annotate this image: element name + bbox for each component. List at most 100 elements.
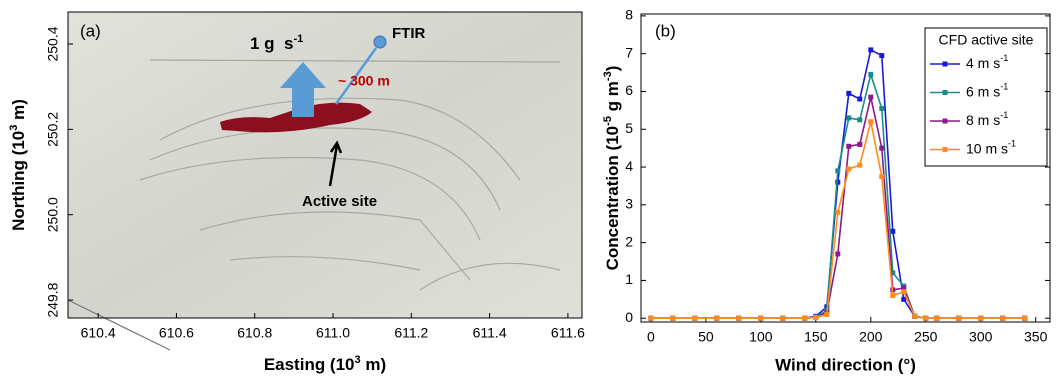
source-label: Active site [302,193,377,210]
legend-name: 8 m s [966,112,1000,128]
x-tick-label: 150 [804,329,828,345]
x-axis-label: Easting (103 m) [264,354,386,375]
label-part: Easting (10 [264,355,355,374]
label-part: m) [361,355,387,374]
label-part: Northing (10 [9,131,28,231]
legend-marker [943,119,948,124]
panel-label: (b) [655,21,676,40]
y-tick-label: 249.8 [45,282,61,317]
data-point [1022,316,1027,321]
data-point [956,316,961,321]
x-axis-label: Wind direction (°) [775,355,916,374]
ftir-marker [374,36,386,48]
legend-name: 10 m s [966,140,1008,156]
x-tick-label: 100 [749,329,773,345]
x-tick-label: 611.2 [394,325,428,341]
data-point [879,106,884,111]
data-point [835,210,840,215]
data-point [736,316,741,321]
x-tick-label: 611.4 [473,325,507,341]
data-point [813,315,818,320]
data-point [714,316,719,321]
label-part: m) [9,99,28,125]
x-tick-label: 200 [859,329,883,345]
superscript: -1 [293,33,303,45]
data-point [824,312,829,317]
data-point [648,316,653,321]
data-point [758,316,763,321]
data-point [879,174,884,179]
data-point [868,119,873,124]
data-point [857,142,862,147]
y-tick-label: 5 [625,120,633,136]
data-point [835,168,840,173]
y-tick-label: 4 [625,158,633,174]
label-part: 1 g s [250,34,293,53]
y-tick-label: 3 [625,196,633,212]
x-tick-label: 0 [647,329,655,345]
legend-marker [943,62,948,67]
data-point [923,316,928,321]
x-tick-label: 610.8 [237,325,272,341]
data-point [912,314,917,319]
y-tick-label: 250.2 [45,112,61,147]
x-tick-label: 50 [698,329,714,345]
data-point [901,289,906,294]
data-point [846,91,851,96]
x-tick-label: 611.0 [316,325,350,341]
data-point [857,97,862,102]
legend-marker [943,90,948,95]
data-point [890,229,895,234]
superscript: -1 [1000,53,1008,63]
y-tick-label: 250.0 [45,197,61,232]
superscript: -3 [602,71,614,81]
y-axis-label: Concentration (10-5 g m-3) [602,66,623,271]
legend-title: CFD active site [939,32,1034,48]
panel-label: (a) [80,21,101,40]
data-point [879,146,884,151]
data-point [868,72,873,77]
label-part: g m [603,81,622,116]
data-point [934,316,939,321]
x-tick-label: 250 [914,329,938,345]
y-tick-label: 250.4 [45,26,61,61]
x-tick-label: 610.4 [81,325,116,341]
data-point [978,316,983,321]
y-tick-label: 6 [625,82,633,98]
y-tick-label: 2 [625,233,633,249]
legend-name: 6 m s [966,83,1000,99]
y-tick-label: 7 [625,44,633,60]
terrain-image [68,12,582,318]
superscript: -1 [1000,110,1008,120]
superscript: -5 [602,116,614,126]
data-point [890,293,895,298]
y-tick-label: 0 [625,309,633,325]
x-tick-label: 350 [1024,329,1048,345]
data-point [846,144,851,149]
x-tick-label: 610.6 [159,325,194,341]
data-point [879,53,884,58]
x-tick-label: 611.6 [551,325,585,341]
y-tick-label: 8 [625,7,633,23]
data-point [802,316,807,321]
data-point [857,117,862,122]
label-part: ) [603,66,622,72]
legend-marker [943,147,948,152]
distance-label: ~ 300 m [338,73,390,89]
data-point [692,316,697,321]
data-point [846,166,851,171]
y-tick-label: 1 [625,271,633,287]
superscript: -1 [1008,139,1016,149]
y-axis-label: Northing (103 m) [8,99,29,231]
data-point [835,251,840,256]
ftir-label: FTIR [392,25,425,42]
data-point [780,316,785,321]
data-point [868,47,873,52]
data-point [670,316,675,321]
label-part: Concentration (10 [603,126,622,271]
figure: (a) 1 g s-1 FTIR ~ 300 m Active site (b)… [0,0,1062,378]
data-point [857,163,862,168]
legend-name: 4 m s [966,55,1000,71]
data-point [846,115,851,120]
data-point [868,95,873,100]
